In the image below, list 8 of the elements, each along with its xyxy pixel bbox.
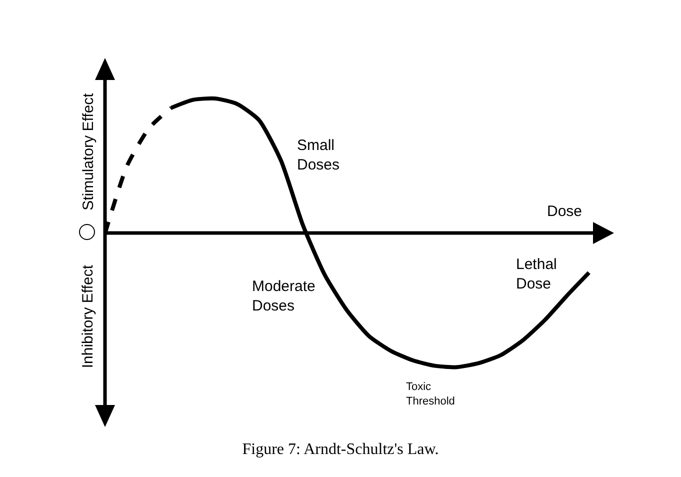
annotation: Lethal Dose xyxy=(516,256,557,292)
text: Toxic Threshold xyxy=(406,381,455,408)
text: Stimulatory Effect xyxy=(80,92,98,210)
text: Inhibitory Effect xyxy=(79,264,96,368)
annotation: Small Doses xyxy=(297,137,340,174)
annotation: Moderate Doses xyxy=(252,278,316,314)
text: Figure 7: Arndt-Schultz's Law. xyxy=(242,440,439,458)
x-axis-title: Dose xyxy=(547,203,582,220)
